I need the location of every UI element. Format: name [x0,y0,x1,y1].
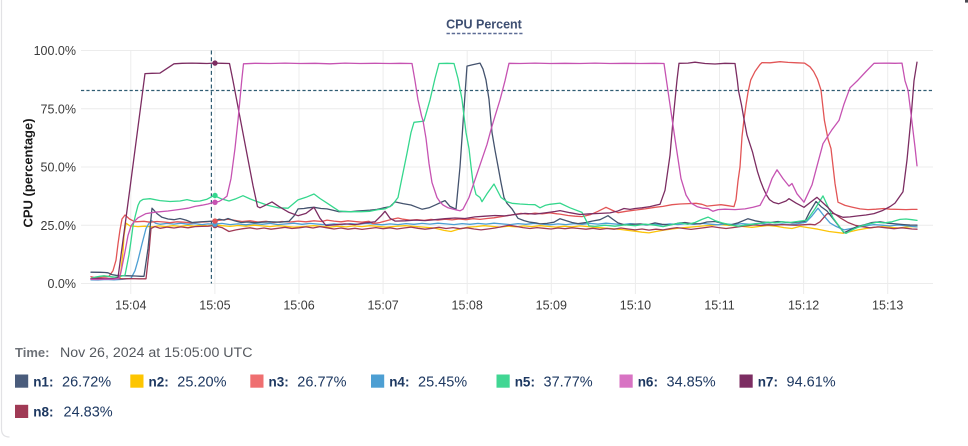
svg-text:26.72%: 26.72% [62,374,111,390]
svg-text:n4:: n4: [389,374,409,389]
svg-text:37.77%: 37.77% [544,374,593,390]
svg-text:n2:: n2: [149,374,169,389]
svg-text:Nov 26, 2024 at 15:05:00 UTC: Nov 26, 2024 at 15:05:00 UTC [60,345,252,361]
svg-text:34.85%: 34.85% [667,374,716,390]
svg-text:15:08: 15:08 [452,298,483,312]
svg-text:Time:: Time: [15,345,49,360]
svg-text:50.0%: 50.0% [41,161,76,175]
svg-text:24.83%: 24.83% [64,405,113,421]
svg-text:n8:: n8: [33,405,53,420]
svg-text:15:12: 15:12 [788,298,819,312]
svg-text:100.0%: 100.0% [34,44,76,58]
svg-text:n1:: n1: [33,374,53,389]
svg-text:n6:: n6: [638,374,658,389]
svg-text:15:10: 15:10 [620,298,651,312]
svg-text:CPU Percent: CPU Percent [446,17,523,31]
svg-text:26.77%: 26.77% [297,374,346,390]
svg-text:CPU (percentage): CPU (percentage) [21,118,36,227]
svg-text:15:06: 15:06 [283,298,314,312]
svg-text:15:09: 15:09 [536,298,567,312]
svg-text:94.61%: 94.61% [787,374,836,390]
svg-text:25.0%: 25.0% [41,219,76,233]
svg-text:n7:: n7: [758,374,778,389]
svg-text:n5:: n5: [515,374,535,389]
svg-text:15:13: 15:13 [872,298,903,312]
svg-text:n3:: n3: [269,374,289,389]
svg-text:0.0%: 0.0% [48,277,77,291]
svg-text:15:05: 15:05 [199,298,230,312]
svg-text:25.20%: 25.20% [177,374,226,390]
svg-text:75.0%: 75.0% [41,102,76,116]
svg-text:15:11: 15:11 [704,298,734,312]
svg-text:25.45%: 25.45% [418,374,467,390]
svg-text:15:04: 15:04 [115,298,146,312]
svg-text:15:07: 15:07 [367,298,398,312]
